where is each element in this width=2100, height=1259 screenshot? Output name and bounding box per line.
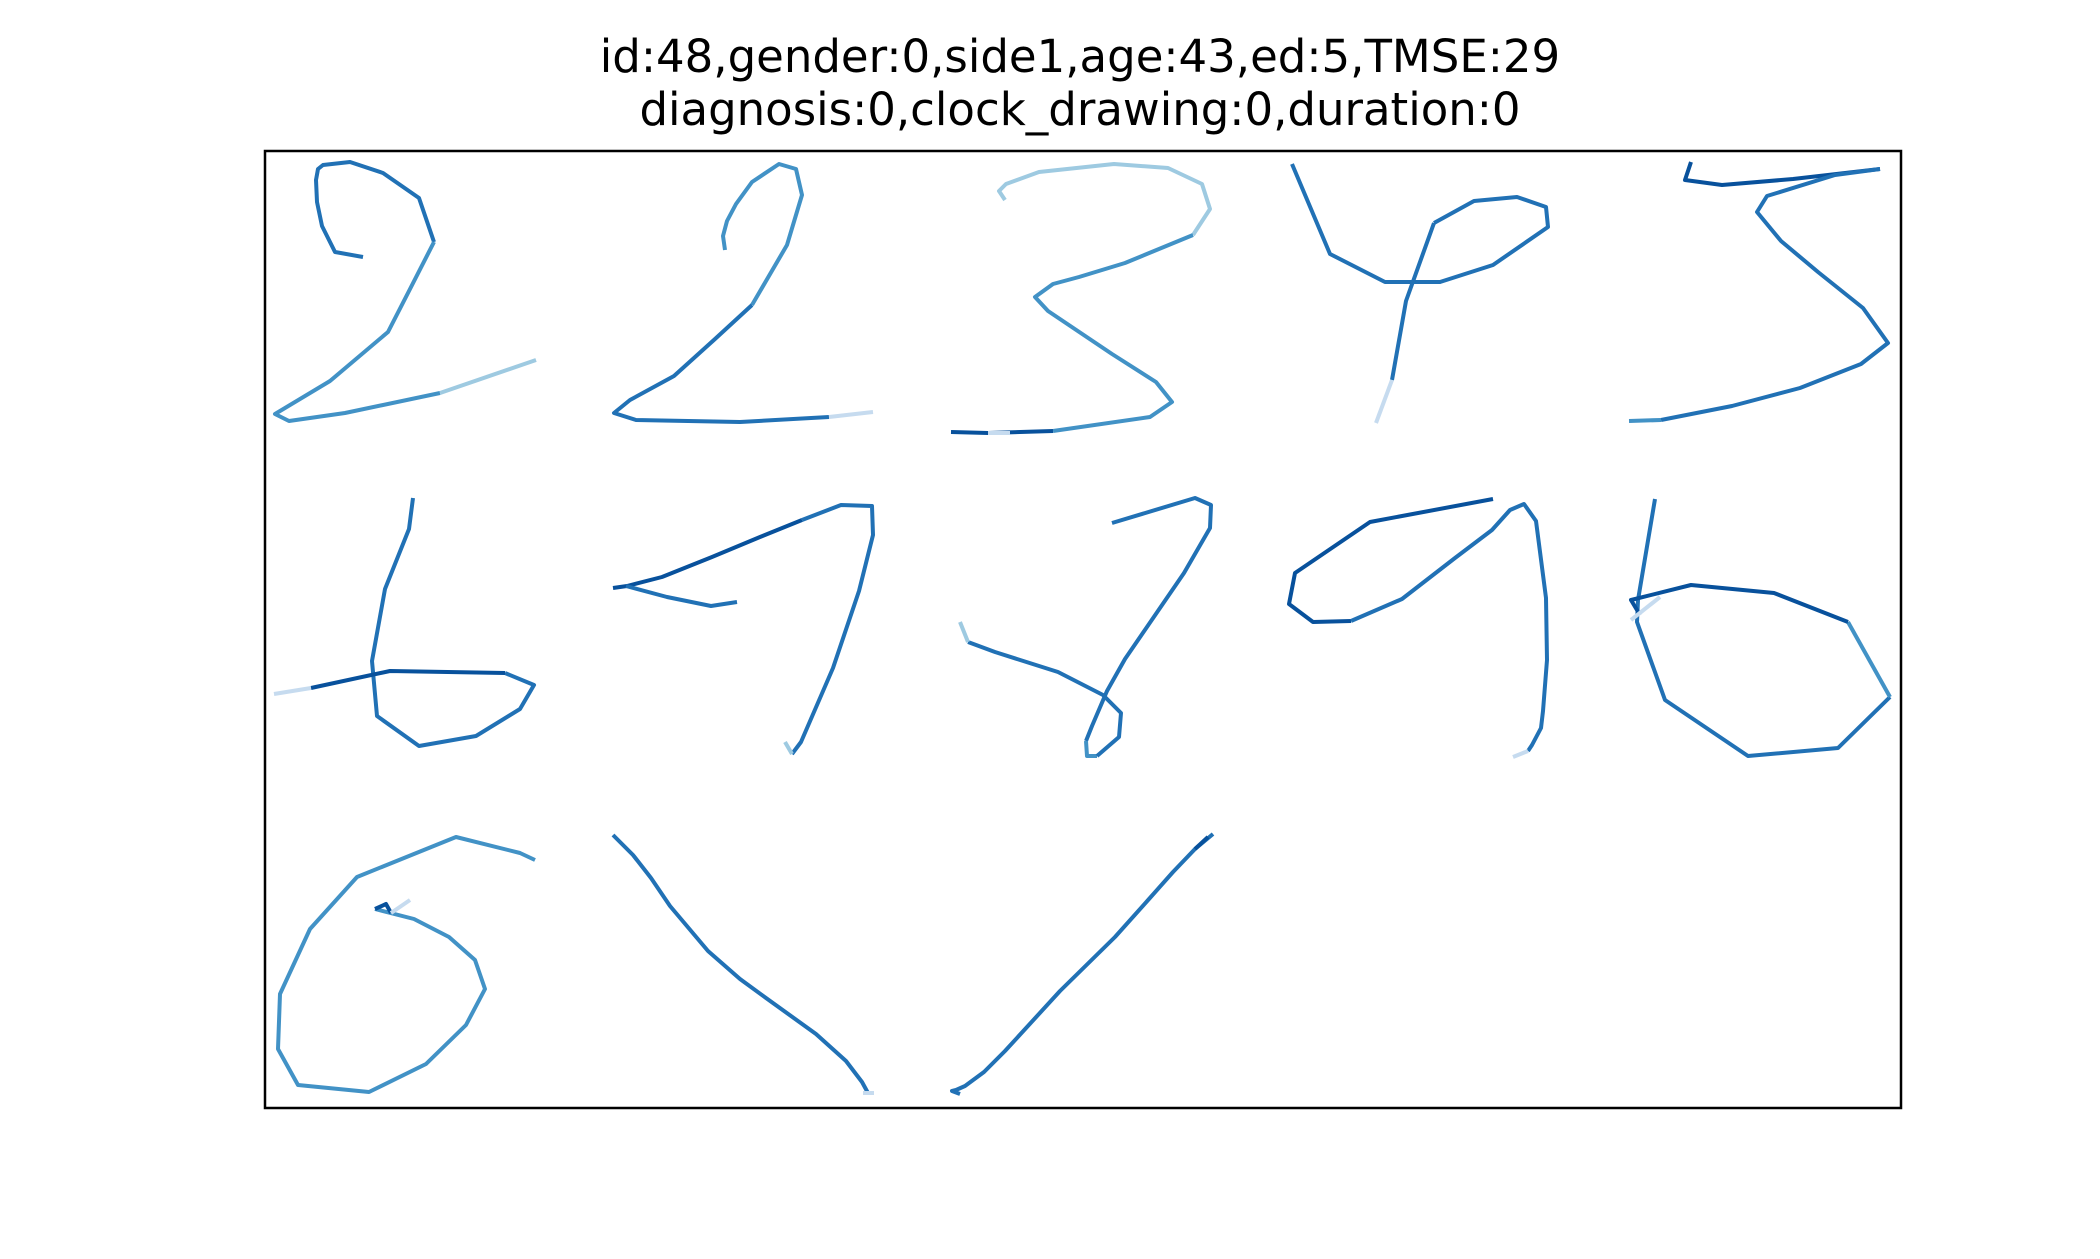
panel-5-stroke-five-segment-3	[1628, 418, 1662, 423]
panel-13-stroke-diagonal-segment-1	[950, 832, 1215, 1096]
panel-6-stroke-six-segment-2	[310, 669, 506, 690]
panel-9-stroke-nine-segment-1	[1287, 497, 1494, 624]
panel-3-stroke-three-segment-1	[997, 162, 1212, 237]
panel-7-stroke-seven-segment-2	[790, 503, 875, 756]
panel-4-stroke-four-segment-3	[1374, 379, 1394, 424]
panel-3-stroke-three-segment-2	[1033, 233, 1194, 433]
panel-11-stroke-six-segment-2	[374, 902, 393, 914]
panel-6-stroke-six-segment-3	[273, 686, 312, 696]
panel-12-stroke-diagonal	[611, 833, 874, 1095]
panel-8-stroke-seven-segment-4	[958, 621, 970, 643]
panel-2-stroke-two-segment-2	[612, 303, 830, 424]
panel-5-stroke-five-segment-2	[1660, 167, 1890, 422]
panel-13-stroke-diagonal	[950, 832, 1215, 1096]
panel-2-stroke-two	[612, 162, 874, 424]
panel-2-stroke-two-segment-1	[721, 162, 804, 307]
plot-frame	[263, 149, 1903, 1110]
panel-11-stroke-six	[276, 835, 536, 1094]
panel-1-stroke-two	[273, 160, 537, 423]
panel-6-stroke-six-segment-1	[370, 497, 536, 748]
panel-9-stroke-nine-segment-3	[1512, 749, 1529, 759]
panel-1-stroke-two-segment-2	[273, 241, 441, 423]
panel-13-stroke-diagonal-segment-2	[1193, 835, 1210, 851]
panel-11-stroke-six-segment-3	[389, 898, 412, 915]
panel-4-stroke-four-segment-1	[1290, 163, 1550, 284]
panel-9-stroke-nine-segment-2	[1350, 502, 1549, 753]
panel-8-stroke-seven-segment-2	[1084, 740, 1097, 758]
panel-5-stroke-five	[1628, 161, 1890, 423]
panel-7-stroke-seven-segment-4	[625, 584, 738, 608]
figure-title-line-1: id:48,gender:0,side1,age:43,ed:5,TMSE:29	[599, 30, 1561, 83]
panel-10-stroke-six-segment-4	[1629, 595, 1662, 622]
panel-10-stroke-six	[1629, 498, 1892, 758]
panel-9-stroke-nine	[1287, 497, 1549, 759]
panel-2-stroke-two-segment-3	[828, 410, 874, 419]
panel-10-stroke-six-segment-3	[1629, 583, 1849, 624]
handwritten-strokes	[273, 160, 1892, 1096]
panel-5-stroke-five-segment-1	[1683, 161, 1881, 187]
panel-1-stroke-two-segment-3	[439, 358, 537, 395]
panel-12-stroke-diagonal-segment-1	[611, 833, 870, 1094]
panel-8-stroke-seven	[958, 496, 1213, 758]
panel-7-stroke-seven	[612, 503, 875, 756]
panel-3-stroke-three	[950, 162, 1212, 435]
panel-11-stroke-six-segment-1	[276, 835, 536, 1094]
panel-8-stroke-seven-segment-3	[967, 640, 1123, 758]
panel-1-stroke-two-segment-1	[314, 160, 436, 259]
panel-4-stroke-four	[1290, 163, 1550, 424]
panel-6-stroke-six	[273, 497, 536, 748]
panel-7-stroke-seven-segment-1	[612, 518, 803, 590]
panel-4-stroke-four-segment-2	[1390, 222, 1436, 381]
figure-title-line-2: diagnosis:0,clock_drawing:0,duration:0	[639, 83, 1521, 136]
panel-8-stroke-seven-segment-1	[1084, 496, 1213, 742]
panel-7-stroke-seven-segment-3	[783, 740, 794, 756]
panel-10-stroke-six-segment-2	[1846, 621, 1892, 698]
